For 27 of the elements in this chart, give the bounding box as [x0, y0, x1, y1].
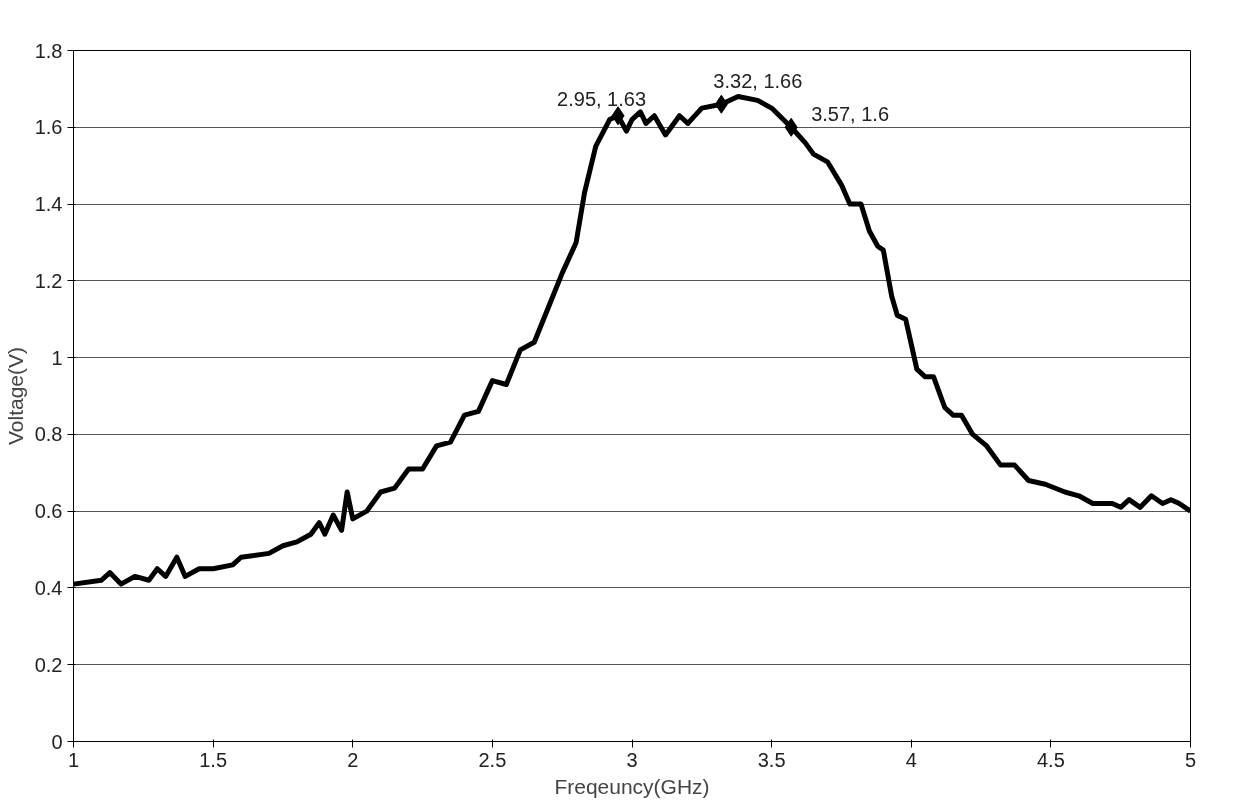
x-tick-label: 2: [347, 748, 359, 771]
y-tick-label: 1: [51, 346, 63, 369]
y-tick-label: 1.2: [34, 269, 63, 292]
y-tick-label: 1.8: [34, 39, 63, 62]
y-tick-label: 1.4: [34, 193, 63, 216]
y-tick-label: 0.4: [34, 576, 63, 599]
annotation: 3.57, 1.6: [811, 103, 890, 126]
y-axis-title: Voltage(V): [3, 346, 27, 446]
x-tick-label: 3.5: [757, 748, 786, 771]
y-tick-label: 0.8: [34, 423, 63, 446]
x-tick-label: 4.5: [1036, 748, 1065, 771]
y-tick-label: 0.6: [34, 500, 63, 523]
annotation: 3.32, 1.66: [713, 70, 803, 93]
x-tick-label: 4: [905, 748, 917, 771]
x-tick-label: 3: [626, 748, 638, 771]
point: [611, 106, 625, 126]
x-tick-label: 1: [67, 748, 80, 771]
point: [784, 117, 798, 137]
x-axis-title: Freqeuncy(GHz): [554, 774, 710, 798]
y-tick-label: 0: [51, 730, 63, 753]
point: [714, 94, 728, 114]
annotation: 2.95, 1.63: [557, 87, 647, 110]
x-tick-label: 2.5: [478, 748, 507, 771]
x-tick-label: 5: [1184, 748, 1197, 771]
y-tick-label: 1.6: [34, 116, 63, 139]
x-tick-label: 1.5: [199, 748, 228, 771]
y-tick-label: 0.2: [34, 653, 63, 676]
